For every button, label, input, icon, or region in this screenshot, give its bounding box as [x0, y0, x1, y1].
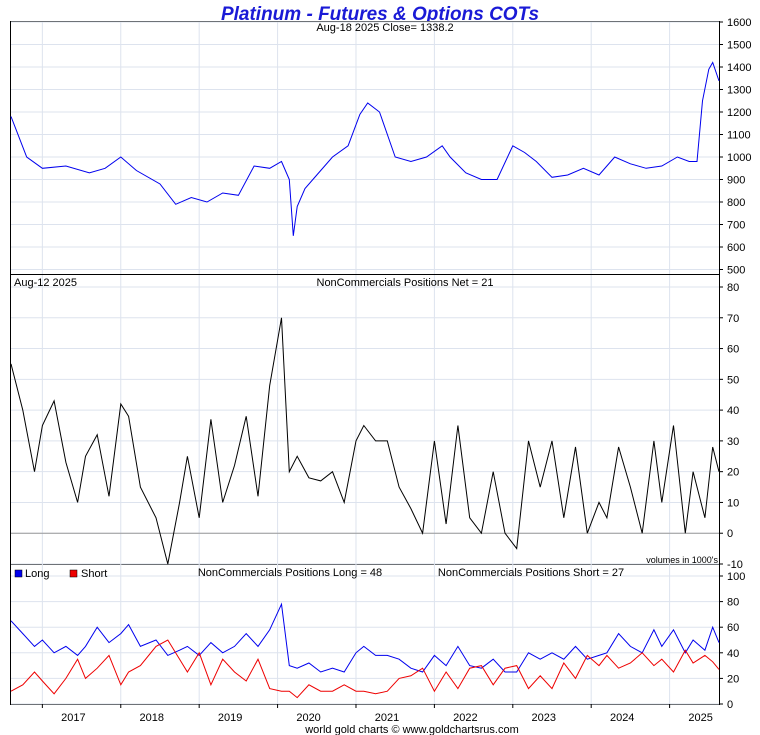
long-short-panel	[10, 564, 720, 705]
x-tick-label: 2025	[688, 712, 712, 724]
x-tick-label: 2022	[453, 712, 477, 724]
y-tick-label: 70	[727, 313, 739, 325]
legend-short-swatch	[69, 569, 78, 578]
price-panel	[10, 21, 720, 275]
footer-credit: world gold charts © www.goldchartsrus.co…	[304, 724, 519, 735]
legend-long-swatch	[14, 569, 23, 578]
x-axis-ticks: 2017 2018 2019 2020 2021 2022 2023 2024 2025	[41, 704, 713, 724]
y-tick-label: 50	[727, 374, 739, 386]
net-series-line	[10, 317, 720, 565]
long-series-line	[10, 602, 720, 673]
y-tick-label: 700	[727, 220, 745, 232]
x-tick-label: 2023	[532, 712, 556, 724]
x-tick-label: 2020	[296, 712, 320, 724]
price-series-line	[10, 61, 720, 236]
y-tick-label: 1300	[727, 85, 751, 97]
y-axis-ticks: 5006007008009001000110012001300140015001…	[719, 17, 751, 711]
y-tick-label: 60	[727, 622, 739, 634]
y-tick-label: 1100	[727, 130, 751, 142]
y-tick-label: 900	[727, 175, 745, 187]
x-tick-label: 2017	[61, 712, 85, 724]
y-tick-label: 40	[727, 648, 739, 660]
short-header: NonCommercials Positions Short = 27	[438, 567, 624, 579]
y-tick-label: 20	[727, 467, 739, 479]
long-header: NonCommercials Positions Long = 48	[198, 567, 382, 579]
net-header-date: Aug-12 2025	[14, 277, 77, 289]
volume-note: volumes in 1000's	[646, 555, 718, 565]
y-tick-label: 1500	[727, 40, 751, 52]
x-tick-label: 2019	[218, 712, 242, 724]
y-tick-label: 80	[727, 597, 739, 609]
grid-lines	[11, 21, 719, 705]
y-tick-label: 600	[727, 242, 745, 254]
x-tick-label: 2024	[610, 712, 634, 724]
y-tick-label: 0	[727, 528, 733, 540]
y-tick-label: 1200	[727, 107, 751, 119]
y-tick-label: 0	[727, 699, 733, 711]
y-tick-label: 1400	[727, 62, 751, 74]
x-tick-label: 2021	[375, 712, 399, 724]
legend-short-label: Short	[81, 568, 107, 580]
y-tick-label: 1000	[727, 152, 751, 164]
y-tick-label: 20	[727, 673, 739, 685]
chart-title: Platinum - Futures & Options COTs	[221, 4, 539, 25]
legend-long-label: Long	[25, 568, 49, 580]
y-tick-label: 500	[727, 265, 745, 277]
y-tick-label: 60	[727, 344, 739, 356]
y-tick-label: 80	[727, 282, 739, 294]
y-tick-label: 800	[727, 197, 745, 209]
y-tick-label: -10	[727, 559, 743, 571]
y-tick-label: 10	[727, 497, 739, 509]
y-tick-label: 40	[727, 405, 739, 417]
x-tick-label: 2018	[140, 712, 164, 724]
y-tick-label: 30	[727, 436, 739, 448]
price-header: Aug-18 2025 Close= 1338.2	[316, 22, 453, 34]
net-header: NonCommercials Positions Net = 21	[317, 277, 494, 289]
y-tick-label: 1600	[727, 17, 751, 29]
short-series-line	[10, 639, 720, 699]
y-tick-label: 100	[727, 571, 745, 583]
